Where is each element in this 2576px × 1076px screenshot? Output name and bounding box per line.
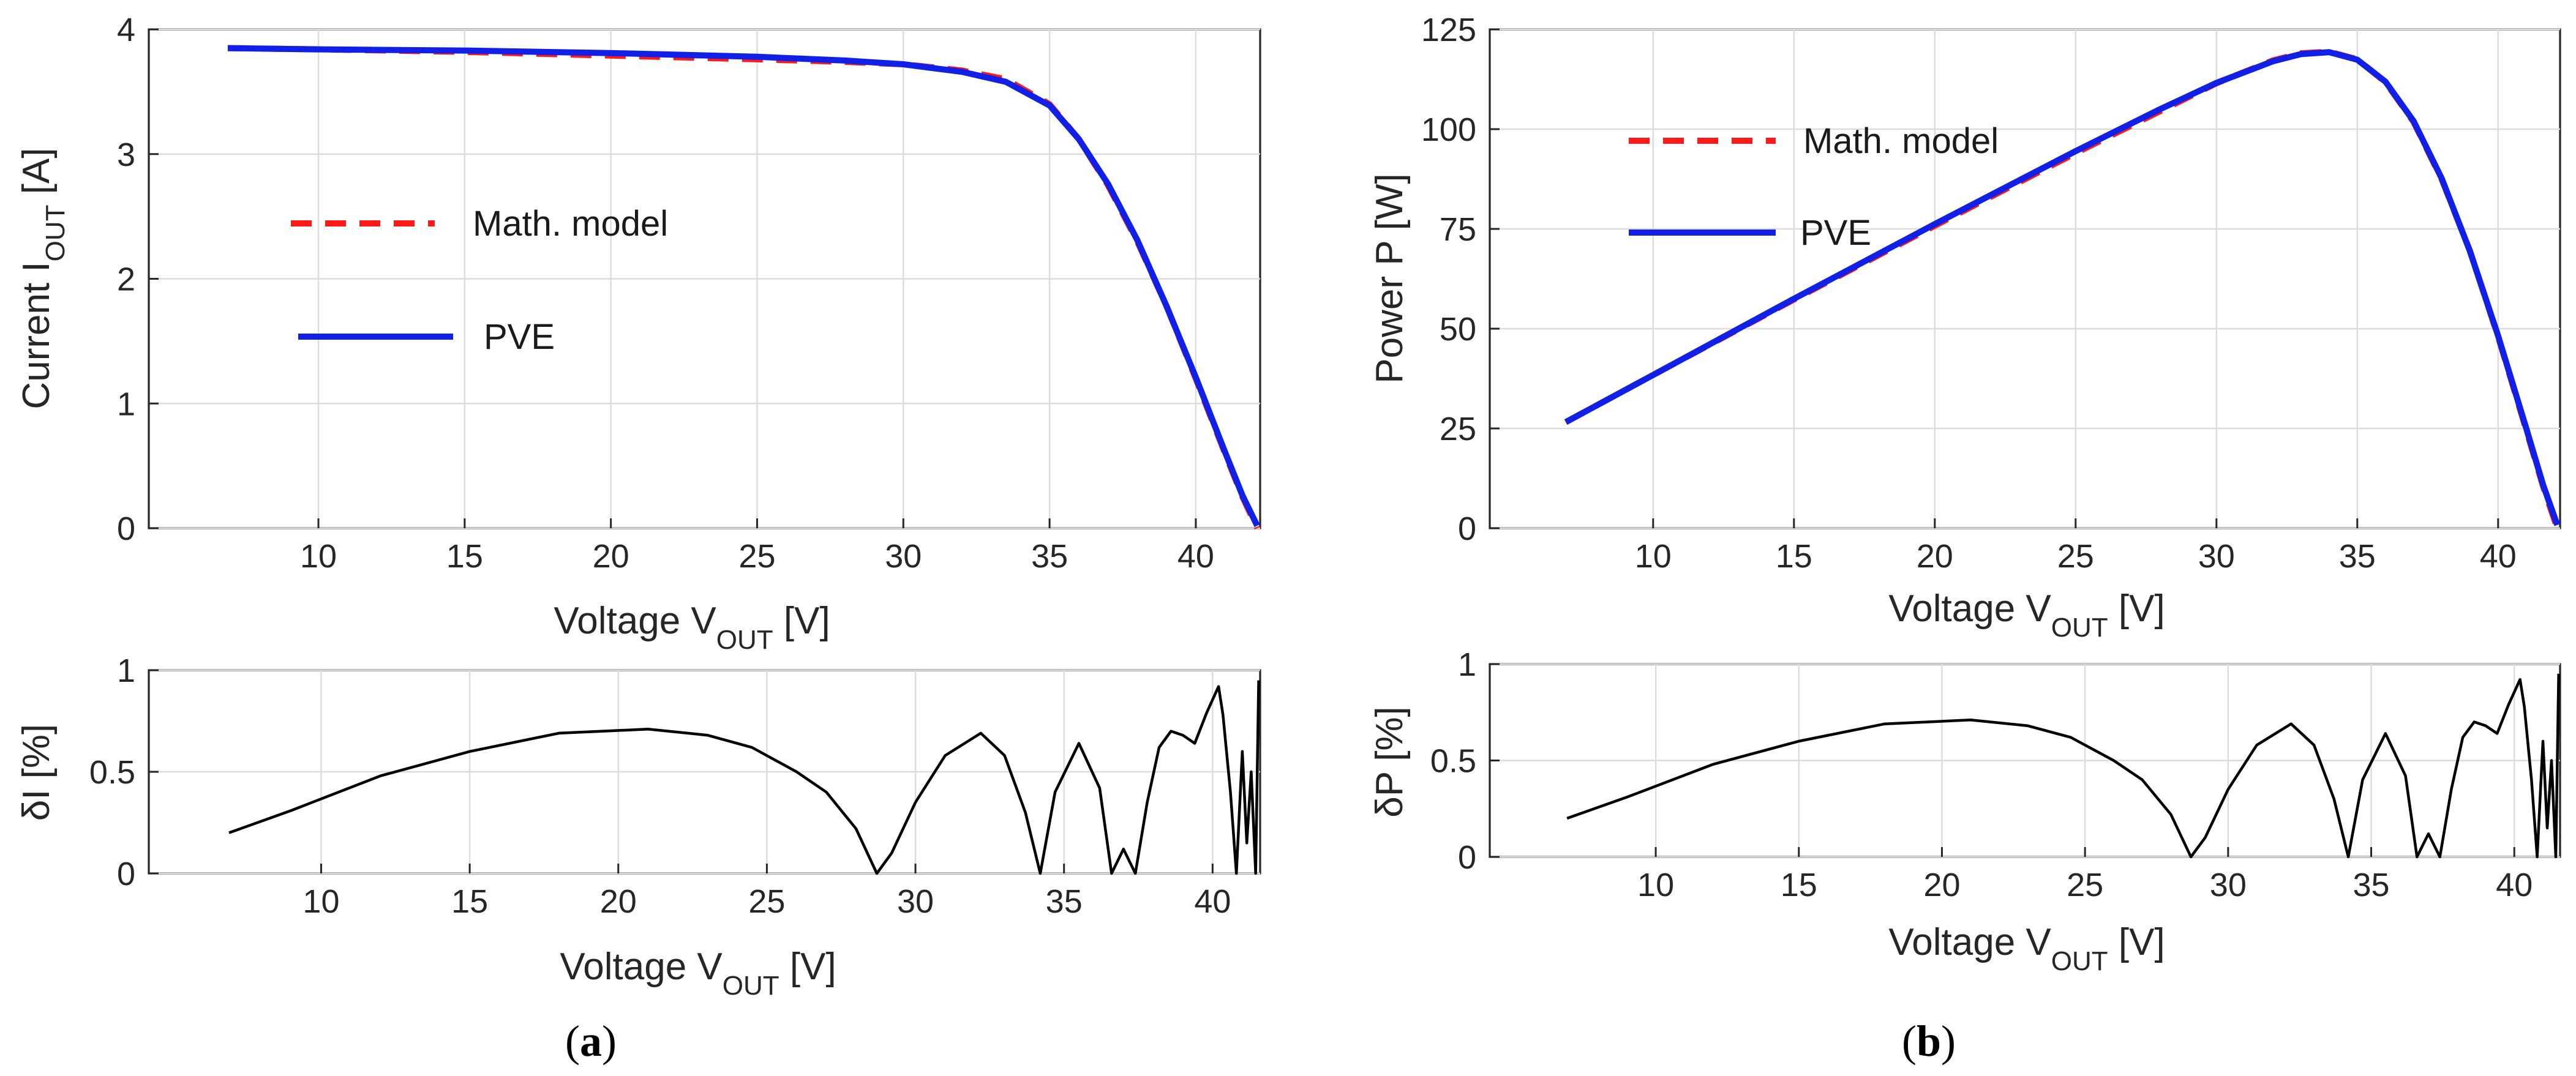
panel-b-top-legend: Math. model PVE (1629, 121, 1999, 253)
y-tick-label: 0.5 (1430, 743, 1476, 780)
y-tick-label: 1 (117, 652, 135, 689)
y-tick-label: 0 (117, 856, 135, 892)
x-tick-label: 10 (300, 538, 337, 575)
x-tick-label: 20 (593, 538, 629, 575)
panel-b-top-series (1564, 48, 2561, 529)
x-tick-label: 25 (2057, 538, 2094, 575)
y-tick-label: 0 (1458, 839, 1476, 876)
legend-label-pve: PVE (484, 317, 555, 357)
y-tick-label: 2 (117, 261, 135, 298)
y-tick-label: 25 (1440, 411, 1476, 447)
panel-b-bottom-series (1566, 673, 2560, 859)
x-tick-label: 10 (1637, 867, 1674, 903)
panel-a-label: (a) (565, 1017, 617, 1066)
panel-b-top-ticks: 10 15 20 25 30 35 40 0 25 50 75 100 125 (1421, 12, 2517, 575)
y-tick-label: 0 (117, 510, 135, 547)
series-line-power-error (1566, 673, 2560, 859)
series-line-pve (1564, 49, 2561, 526)
panel-a-top-x-axis-title: Voltage VOUT [V] (554, 600, 830, 655)
panel-a-bottom-ticks: 10 15 20 25 30 35 40 0 0.5 1 (89, 652, 1231, 920)
x-tick-label: 25 (2067, 867, 2103, 903)
x-tick-label: 30 (2210, 867, 2247, 903)
panel-a-bottom-series (228, 680, 1260, 875)
series-line-current-error (228, 680, 1260, 875)
x-tick-label: 40 (2480, 538, 2517, 575)
panel-b-bottom-grid (1490, 663, 2560, 858)
y-tick-label: 50 (1440, 311, 1476, 348)
x-tick-label: 35 (1031, 538, 1068, 575)
x-tick-label: 30 (885, 538, 922, 575)
y-tick-label: 1 (1458, 646, 1476, 683)
x-tick-label: 10 (302, 883, 339, 920)
panel-b-bottom-x-axis-title: Voltage VOUT [V] (1888, 921, 2165, 976)
x-tick-label: 30 (897, 883, 934, 920)
panel-a-error-plot: 10 15 20 25 30 35 40 0 0.5 1 δI [%] Voltage VOUT … (15, 652, 1261, 1001)
x-tick-label: 40 (1194, 883, 1231, 920)
panel-b-error-plot: 10 15 20 25 30 35 40 0 0.5 1 δP [%] Voltage VOUT … (1369, 646, 2561, 976)
y-tick-label: 125 (1421, 12, 1476, 48)
panel-a-bottom-y-axis-title: δI [%] (15, 724, 58, 821)
x-tick-label: 15 (446, 538, 483, 575)
panel-b-top-x-axis-title: Voltage VOUT [V] (1888, 588, 2165, 643)
panel-a-top-ticks: 10 15 20 25 30 35 40 0 1 2 3 4 (117, 12, 1214, 575)
panel-b-bottom-ticks: 10 15 20 25 30 35 40 0 0.5 1 (1430, 646, 2533, 903)
x-tick-label: 35 (1046, 883, 1083, 920)
y-tick-label: 75 (1440, 211, 1476, 248)
x-tick-label: 15 (451, 883, 488, 920)
panel-b-bottom-y-axis-title: δP [%] (1369, 706, 1411, 818)
x-tick-label: 25 (738, 538, 775, 575)
x-tick-label: 40 (1177, 538, 1214, 575)
panel-b-top-plot-area (1489, 28, 2561, 529)
legend-label-math-model: Math. model (1803, 121, 1999, 161)
x-tick-label: 35 (2339, 538, 2376, 575)
y-tick-label: 4 (117, 12, 135, 48)
x-tick-label: 15 (1776, 538, 1812, 575)
x-tick-label: 20 (1917, 538, 1953, 575)
y-tick-label: 1 (117, 386, 135, 422)
panel-a-bottom-x-axis-title: Voltage VOUT [V] (560, 946, 836, 1001)
x-tick-label: 35 (2353, 867, 2389, 903)
x-tick-label: 15 (1781, 867, 1817, 903)
x-tick-label: 30 (2198, 538, 2235, 575)
panel-b-label: (b) (1902, 1017, 1956, 1066)
panel-a-top-grid (149, 28, 1260, 529)
x-tick-label: 40 (2496, 867, 2533, 903)
panel-b-top-y-axis-title: Power P [W] (1369, 173, 1411, 383)
panel-b-top-grid (1490, 28, 2560, 529)
panel-a-top-y-axis-title: Current IOUT [A] (15, 148, 70, 409)
y-tick-label: 100 (1421, 111, 1476, 148)
x-tick-label: 20 (1923, 867, 1960, 903)
panel-a-current-plot: 10 15 20 25 30 35 40 0 1 2 3 4 Math. model PVE Curr… (15, 12, 1261, 655)
panel-b-power-plot: 10 15 20 25 30 35 40 0 25 50 75 100 125 Math. model … (1369, 12, 2561, 643)
panel-a-top-series (227, 45, 1260, 530)
x-tick-label: 10 (1635, 538, 1672, 575)
legend-label-math-model: Math. model (473, 204, 668, 244)
x-tick-label: 20 (600, 883, 637, 920)
legend-label-pve: PVE (1800, 213, 1871, 253)
y-tick-label: 0.5 (89, 754, 135, 791)
y-tick-label: 3 (117, 136, 135, 173)
series-line-pve (227, 45, 1260, 528)
y-tick-label: 0 (1458, 510, 1476, 547)
panel-a-top-legend: Math. model PVE (291, 204, 668, 357)
x-tick-label: 25 (748, 883, 785, 920)
